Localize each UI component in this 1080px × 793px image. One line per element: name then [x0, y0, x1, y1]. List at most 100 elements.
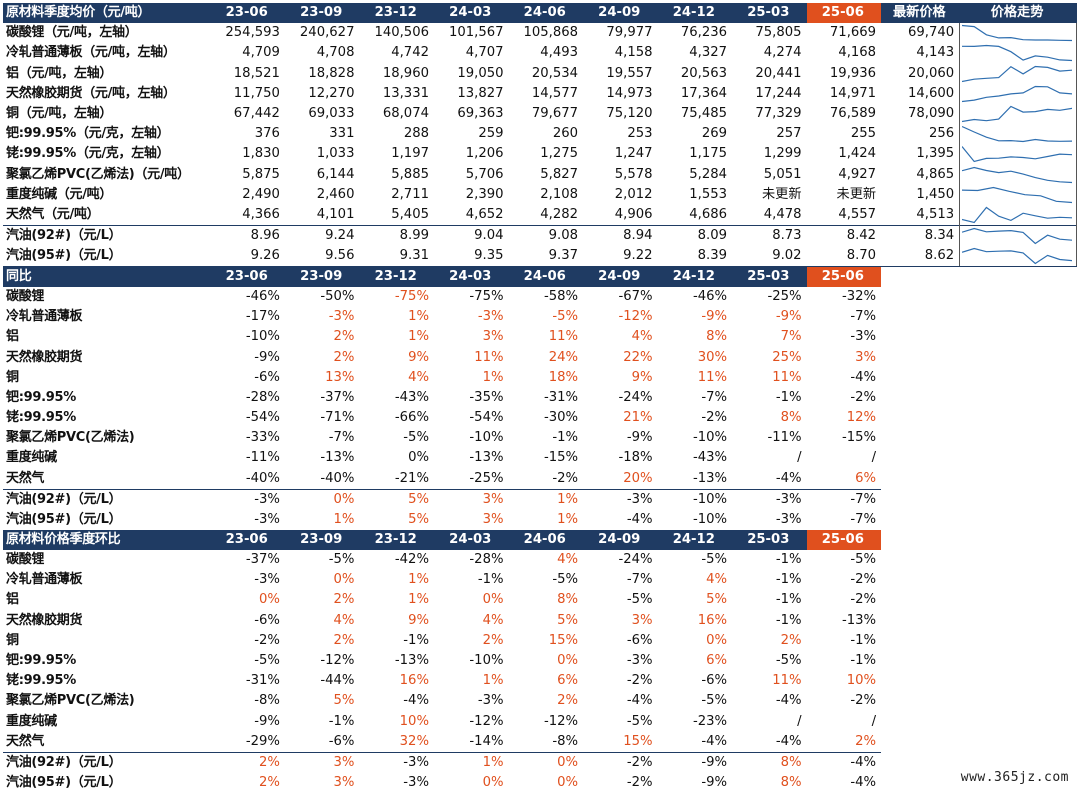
price-row: 冷轧普通薄板（元/吨，左轴） 4,709 4,708 4,742 4,707 4,493 4… — [3, 43, 1077, 64]
yoy-value: 4% — [408, 369, 429, 385]
qoq-value: -3% — [403, 774, 429, 790]
sparkline-line — [962, 45, 1073, 62]
price-value: 5,405 — [391, 206, 429, 222]
yoy-value: 5% — [359, 488, 434, 510]
period-header: 23-12 — [359, 266, 434, 287]
yoy-value: -3% — [210, 488, 285, 510]
blank-cell — [959, 448, 1077, 469]
yoy-value: -3% — [732, 488, 807, 510]
price-trend-sparkline — [959, 164, 1077, 185]
price-value: 2,012 — [614, 186, 653, 202]
blank-cell — [959, 691, 1077, 712]
period-header: 25-03 — [732, 266, 807, 287]
qoq-value: 2% — [482, 632, 504, 648]
price-value: 17,364 — [680, 85, 728, 101]
material-name: 铝 — [6, 329, 19, 345]
yoy-value: -13% — [469, 450, 504, 466]
material-name: 钯:99.95%（元/克，左轴） — [6, 126, 170, 142]
sparkline-chart — [962, 247, 1073, 265]
yoy-value: -10% — [692, 430, 728, 446]
price-value: 68,074 — [382, 106, 429, 122]
sparkline-line — [962, 85, 1073, 102]
period-header: 24-12 — [657, 529, 733, 550]
price-value: 69,363 — [457, 106, 504, 122]
yoy-value: 12% — [846, 410, 877, 426]
qoq-value: 2% — [333, 592, 355, 608]
qoq-value: -4% — [850, 774, 877, 790]
qoq-value: 4% — [706, 572, 728, 588]
yoy-value: 1% — [557, 511, 579, 527]
raw-material-table-container: 原材料季度均价（元/吨） 23-06 23-09 23-12 24-03 24-06 24-… — [3, 3, 1077, 793]
qoq-value: -4% — [806, 751, 882, 773]
sparkline-line — [962, 206, 1073, 224]
period-header: 25-06 — [806, 529, 882, 550]
qoq-row: 汽油(95#)（元/L） 2% 3% -3% 0% 0% -2% -9% 8% -4% — [3, 772, 1077, 793]
price-value: 9.22 — [583, 245, 658, 267]
price-value: 288 — [403, 126, 429, 142]
material-name: 碳酸锂（元/吨，左轴） — [6, 25, 138, 41]
qoq-value: / — [871, 713, 877, 729]
price-header-row: 原材料季度均价（元/吨） 23-06 23-09 23-12 24-03 24-06 24-… — [3, 3, 1077, 24]
yoy-value: 3% — [482, 329, 504, 345]
price-value: 1,033 — [316, 146, 355, 162]
material-name: 天然橡胶期货 — [6, 612, 83, 628]
blank-cell — [881, 408, 960, 429]
qoq-value: -3% — [477, 693, 504, 709]
period-header: 24-09 — [583, 3, 658, 24]
price-value: 1,299 — [763, 146, 802, 162]
qoq-value: 0% — [508, 751, 584, 773]
period-header: 23-06 — [210, 266, 285, 287]
yoy-value: 21% — [623, 410, 653, 426]
yoy-value: 1% — [408, 309, 429, 325]
yoy-value: 6% — [855, 470, 877, 486]
price-value: 4,652 — [465, 206, 504, 222]
yoy-value: -33% — [245, 430, 280, 446]
qoq-value: 1% — [482, 673, 504, 689]
price-value: 75,120 — [606, 106, 653, 122]
price-value: 4,478 — [763, 206, 802, 222]
yoy-value: -31% — [543, 389, 579, 405]
price-value: 1,206 — [465, 146, 504, 162]
qoq-value: -5% — [701, 693, 728, 709]
yoy-value: / — [871, 450, 877, 466]
price-value: 2,390 — [465, 186, 504, 202]
material-name: 铜 — [6, 369, 19, 385]
material-name: 聚氯乙烯PVC(乙烯法) — [6, 430, 135, 446]
price-value: 4,327 — [689, 45, 728, 61]
yoy-value: 18% — [548, 369, 579, 385]
yoy-row: 碳酸锂 -46% -50% -75% -75% -58% -67% -46% -25% -32% — [3, 286, 1077, 308]
period-header: 24-06 — [508, 3, 584, 24]
material-name: 汽油(92#)（元/L） — [3, 751, 211, 773]
price-value: 1,275 — [540, 146, 579, 162]
yoy-value: 4% — [631, 329, 653, 345]
sparkline-chart — [962, 166, 1073, 183]
period-header: 23-06 — [210, 3, 285, 24]
price-value: 77,329 — [755, 106, 802, 122]
price-value: 1,175 — [689, 146, 728, 162]
blank-cell — [959, 772, 1077, 793]
material-name: 冷轧普通薄板 — [6, 572, 83, 588]
blank-cell — [881, 691, 960, 712]
yoy-value: -9% — [626, 430, 653, 446]
sparkline-chart — [962, 206, 1073, 224]
blank-cell — [881, 286, 960, 308]
yoy-value: -17% — [245, 309, 280, 325]
price-row: 汽油(95#)（元/L） 9.26 9.56 9.31 9.35 9.37 9.22 8.39… — [3, 245, 1077, 267]
price-value: 4,168 — [838, 45, 877, 61]
qoq-value: 0% — [482, 774, 504, 790]
yoy-value: -4% — [775, 470, 802, 486]
qoq-value: -4% — [403, 693, 429, 709]
price-value: 69,033 — [308, 106, 355, 122]
price-value: 8.42 — [806, 224, 882, 246]
yoy-value: 7% — [780, 329, 802, 345]
qoq-value: -2% — [850, 572, 877, 588]
qoq-row: 聚氯乙烯PVC(乙烯法) -8% 5% -4% -3% 2% -4% -5% -4% -2% — [3, 691, 1077, 712]
material-name: 铝 — [6, 592, 19, 608]
yoy-value: 1% — [482, 369, 504, 385]
yoy-value: 0% — [408, 450, 429, 466]
period-header: 23-09 — [284, 529, 360, 550]
blank-cell — [881, 347, 960, 368]
blank-cell — [881, 489, 960, 510]
price-value: 259 — [478, 126, 504, 142]
sparkline-line — [962, 126, 1073, 143]
